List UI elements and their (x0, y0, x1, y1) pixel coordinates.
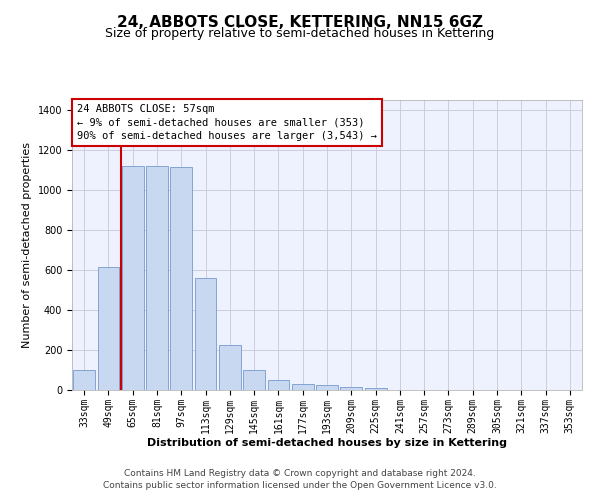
Bar (243, 370, 265, 390)
Text: 24 ABBOTS CLOSE: 57sqm
← 9% of semi-detached houses are smaller (353)
90% of sem: 24 ABBOTS CLOSE: 57sqm ← 9% of semi-deta… (77, 104, 377, 141)
Bar (146, 166, 168, 390)
Bar (268, 380, 289, 390)
Bar (122, 166, 143, 390)
Y-axis label: Number of semi-detached properties: Number of semi-detached properties (22, 142, 32, 348)
Bar (340, 386, 362, 390)
Bar (97, 266, 119, 390)
Text: Contains public sector information licensed under the Open Government Licence v3: Contains public sector information licen… (103, 480, 497, 490)
Bar (292, 384, 314, 390)
Bar (316, 384, 338, 390)
Text: Contains HM Land Registry data © Crown copyright and database right 2024.: Contains HM Land Registry data © Crown c… (124, 470, 476, 478)
Text: 24, ABBOTS CLOSE, KETTERING, NN15 6GZ: 24, ABBOTS CLOSE, KETTERING, NN15 6GZ (117, 15, 483, 30)
Bar (170, 167, 192, 390)
Bar (365, 388, 386, 390)
Text: Size of property relative to semi-detached houses in Kettering: Size of property relative to semi-detach… (106, 28, 494, 40)
Bar (194, 278, 217, 390)
Bar (73, 370, 95, 390)
Text: Distribution of semi-detached houses by size in Kettering: Distribution of semi-detached houses by … (147, 438, 507, 448)
Bar (219, 345, 241, 390)
